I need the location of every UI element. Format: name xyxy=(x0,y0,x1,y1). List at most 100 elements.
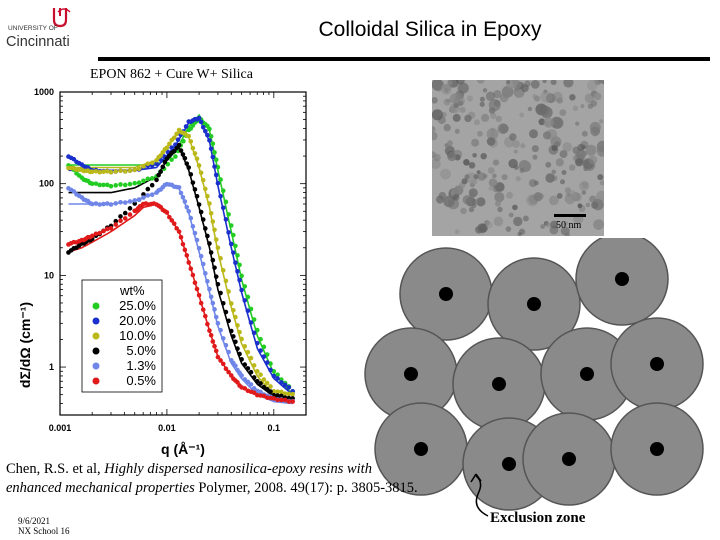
silica-particle xyxy=(479,101,485,107)
data-point xyxy=(239,357,244,362)
data-point xyxy=(190,180,196,185)
y-tick-label: 10 xyxy=(44,270,54,280)
silica-particle xyxy=(542,80,547,84)
data-point xyxy=(145,161,151,167)
silica-particle xyxy=(550,220,558,229)
data-point xyxy=(171,135,177,140)
data-point xyxy=(212,343,217,349)
silica-particle xyxy=(575,158,584,167)
data-point xyxy=(178,234,184,240)
data-point xyxy=(176,229,182,234)
silica-particle xyxy=(555,158,564,167)
data-point xyxy=(208,146,214,151)
data-point xyxy=(169,145,174,150)
silica-particle xyxy=(566,192,571,197)
particle-core xyxy=(439,287,453,301)
data-point xyxy=(254,392,260,398)
silica-particle xyxy=(550,116,563,129)
data-point xyxy=(210,300,216,306)
data-point xyxy=(174,226,179,231)
legend-label: 20.0% xyxy=(119,313,156,328)
data-point xyxy=(220,268,226,273)
silica-particle xyxy=(488,178,498,187)
data-point xyxy=(196,202,202,207)
silica-particle xyxy=(556,193,563,199)
particle-core xyxy=(502,457,516,471)
silica-particle xyxy=(540,224,546,229)
legend-marker xyxy=(92,317,100,325)
silica-particle xyxy=(593,92,602,101)
silica-particle xyxy=(471,203,477,209)
silica-particle xyxy=(532,154,538,160)
data-point xyxy=(233,260,238,265)
data-point xyxy=(205,193,210,199)
silica-particle xyxy=(599,180,604,186)
silica-particle xyxy=(444,143,449,148)
data-point xyxy=(239,287,244,293)
data-point xyxy=(127,206,133,211)
silica-particle xyxy=(532,94,538,99)
data-point xyxy=(264,387,270,392)
data-point xyxy=(132,198,138,203)
data-point xyxy=(251,375,257,380)
data-point xyxy=(89,201,95,207)
data-point xyxy=(233,363,238,369)
data-point xyxy=(127,181,133,187)
data-point xyxy=(208,333,214,338)
sans-chart: 0.001 0.01 0.1 1 10 100 1000 wt%25.0%20.0%10.0… xyxy=(17,87,307,457)
logo-bottom-text: Cincinnati xyxy=(6,34,70,50)
silica-particle xyxy=(575,121,580,126)
silica-particle xyxy=(499,93,509,103)
silica-particle xyxy=(521,84,529,93)
silica-particle xyxy=(549,199,556,205)
x-tick-label: 0.1 xyxy=(268,423,281,433)
data-point xyxy=(264,395,270,400)
silica-particle xyxy=(468,206,475,213)
exclusion-zone-diagram xyxy=(364,238,704,517)
data-point xyxy=(145,193,151,198)
data-point xyxy=(97,230,103,236)
data-point xyxy=(223,199,229,205)
silica-particle xyxy=(493,216,504,227)
data-point xyxy=(208,294,214,300)
data-point xyxy=(213,157,219,163)
data-point xyxy=(279,380,284,385)
silica-particle xyxy=(599,119,604,124)
silica-particle xyxy=(505,226,512,232)
silica-particle xyxy=(446,98,451,103)
data-point xyxy=(141,178,146,184)
data-point xyxy=(223,366,229,371)
silica-particle xyxy=(468,162,476,169)
data-point xyxy=(182,247,188,253)
data-point xyxy=(132,201,138,206)
data-point xyxy=(127,212,133,217)
silica-particle xyxy=(508,158,518,169)
data-point xyxy=(113,218,119,224)
data-point xyxy=(205,278,210,284)
data-point xyxy=(226,212,231,217)
data-point xyxy=(279,397,284,403)
data-point xyxy=(261,354,267,359)
data-point xyxy=(215,354,221,360)
data-point xyxy=(165,149,171,155)
silica-particle xyxy=(519,168,525,173)
legend-label: 0.5% xyxy=(126,373,156,388)
data-point xyxy=(141,195,146,200)
data-point xyxy=(180,152,186,157)
data-point xyxy=(176,142,182,148)
data-point xyxy=(127,168,133,173)
data-point xyxy=(251,330,257,336)
silica-particle xyxy=(485,221,493,229)
data-point xyxy=(213,274,219,279)
data-point xyxy=(248,355,254,361)
silica-particle xyxy=(518,228,526,235)
data-point xyxy=(205,321,210,327)
data-point xyxy=(286,385,292,390)
data-point xyxy=(207,286,212,292)
data-point xyxy=(218,256,223,261)
data-point xyxy=(223,342,229,348)
silica-particle xyxy=(460,207,467,215)
data-point xyxy=(254,327,260,333)
data-point xyxy=(268,395,273,401)
silica-particle xyxy=(572,155,578,161)
